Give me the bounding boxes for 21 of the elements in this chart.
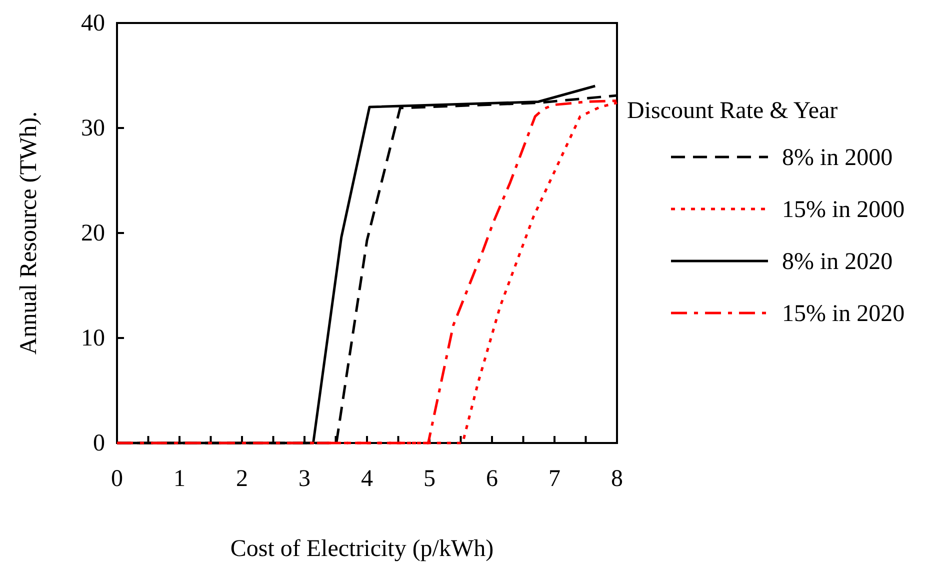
x-tick-label: 2 — [236, 466, 248, 492]
legend-label: 15% in 2000 — [782, 197, 905, 223]
x-tick-label: 0 — [111, 466, 123, 492]
x-tick-label: 8 — [611, 466, 623, 492]
x-tick-label: 5 — [424, 466, 436, 492]
legend-label: 15% in 2020 — [782, 301, 905, 327]
legend-title: Discount Rate & Year — [627, 98, 838, 124]
y-tick-label: 0 — [93, 430, 105, 457]
x-tick-label: 1 — [174, 466, 186, 492]
y-tick-label: 10 — [81, 326, 105, 352]
y-axis-title: Annual Resource (TWh). — [16, 111, 42, 355]
x-tick-label: 6 — [486, 466, 498, 492]
y-tick-label: 30 — [81, 116, 105, 142]
x-tick-label: 7 — [548, 466, 560, 492]
x-tick-label: 3 — [298, 466, 310, 492]
y-tick-label: 40 — [81, 10, 105, 37]
x-axis-title: Cost of Electricity (p/kWh) — [230, 536, 494, 562]
x-tick-label: 4 — [361, 466, 373, 492]
legend-label: 8% in 2000 — [782, 145, 893, 171]
legend-label: 8% in 2020 — [782, 249, 893, 275]
y-tick-label: 20 — [81, 220, 105, 247]
